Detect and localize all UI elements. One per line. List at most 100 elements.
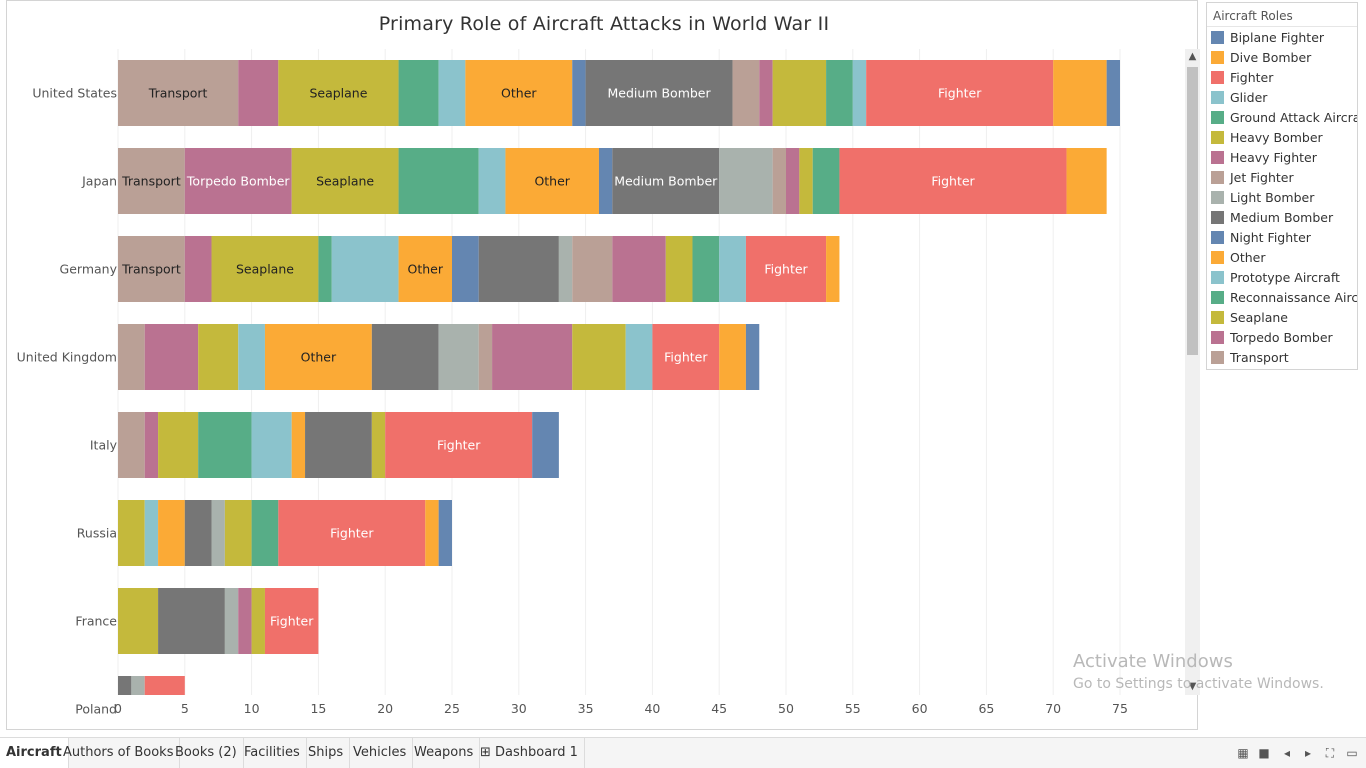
bar-segment[interactable] bbox=[532, 412, 559, 478]
bar-segment[interactable] bbox=[118, 588, 159, 654]
bar-segment[interactable] bbox=[492, 324, 573, 390]
legend-item[interactable]: Transport bbox=[1207, 347, 1357, 367]
bar-segment[interactable] bbox=[438, 324, 479, 390]
bar-segment[interactable] bbox=[291, 412, 306, 478]
bar-segment[interactable] bbox=[118, 60, 239, 126]
bar-segment[interactable] bbox=[118, 412, 145, 478]
bar-segment[interactable] bbox=[719, 236, 746, 302]
bar-segment[interactable] bbox=[612, 236, 666, 302]
bar-segment[interactable] bbox=[572, 324, 626, 390]
bar-segment[interactable] bbox=[852, 60, 867, 126]
bar-segment[interactable] bbox=[211, 500, 225, 566]
bar-segment[interactable] bbox=[505, 148, 599, 214]
bar-segment[interactable] bbox=[772, 148, 786, 214]
bar-segment[interactable] bbox=[251, 500, 279, 566]
bar-segment[interactable] bbox=[612, 148, 720, 214]
legend-item[interactable]: Fighter bbox=[1207, 67, 1357, 87]
legend-item[interactable]: Medium Bomber bbox=[1207, 207, 1357, 227]
legend-item[interactable]: Prototype Aircraft bbox=[1207, 267, 1357, 287]
bar-segment[interactable] bbox=[478, 236, 559, 302]
bar-segment[interactable] bbox=[398, 60, 439, 126]
bar-segment[interactable] bbox=[692, 236, 720, 302]
bar-segment[interactable] bbox=[786, 148, 800, 214]
legend-item[interactable]: Seaplane bbox=[1207, 307, 1357, 327]
tab-weapons[interactable]: Weapons bbox=[408, 738, 481, 768]
bar-segment[interactable] bbox=[438, 500, 452, 566]
bar-segment[interactable] bbox=[131, 676, 145, 731]
legend-item[interactable]: Biplane Fighter bbox=[1207, 27, 1357, 47]
tab-authors-of-books[interactable]: Authors of Books bbox=[57, 738, 181, 768]
bar-segment[interactable] bbox=[719, 324, 746, 390]
bar-segment[interactable] bbox=[465, 60, 573, 126]
tab-dashboard-1[interactable]: ⊞ Dashboard 1 bbox=[474, 738, 585, 768]
bar-segment[interactable] bbox=[772, 60, 827, 126]
bar-segment[interactable] bbox=[118, 676, 132, 731]
bar-segment[interactable] bbox=[452, 236, 479, 302]
legend-item[interactable]: Jet Fighter bbox=[1207, 167, 1357, 187]
bar-segment[interactable] bbox=[759, 60, 773, 126]
bar-segment[interactable] bbox=[144, 500, 159, 566]
bar-segment[interactable] bbox=[224, 500, 252, 566]
bar-segment[interactable] bbox=[1106, 60, 1120, 126]
bar-segment[interactable] bbox=[839, 148, 1067, 214]
bar-segment[interactable] bbox=[866, 60, 1054, 126]
bar-segment[interactable] bbox=[438, 60, 466, 126]
bar-segment[interactable] bbox=[118, 324, 145, 390]
bar-segment[interactable] bbox=[251, 588, 265, 654]
tab-ships[interactable]: Ships bbox=[302, 738, 351, 768]
bar-segment[interactable] bbox=[198, 412, 252, 478]
bar-segment[interactable] bbox=[144, 412, 159, 478]
legend-item[interactable]: Other bbox=[1207, 247, 1357, 267]
bar-segment[interactable] bbox=[118, 236, 185, 302]
bar-segment[interactable] bbox=[371, 412, 386, 478]
bar-segment[interactable] bbox=[238, 60, 279, 126]
legend-item[interactable]: Heavy Bomber bbox=[1207, 127, 1357, 147]
bar-segment[interactable] bbox=[198, 324, 239, 390]
grid-view-icon[interactable]: ▦ bbox=[1237, 746, 1249, 760]
bar-segment[interactable] bbox=[1053, 60, 1107, 126]
bar-segment[interactable] bbox=[826, 60, 853, 126]
bar-segment[interactable] bbox=[118, 500, 145, 566]
bar-segment[interactable] bbox=[478, 148, 506, 214]
bar-segment[interactable] bbox=[1066, 148, 1107, 214]
bar-segment[interactable] bbox=[745, 324, 760, 390]
legend-item[interactable]: Reconnaissance Airc.. bbox=[1207, 287, 1357, 307]
bar-segment[interactable] bbox=[745, 236, 827, 302]
bar-segment[interactable] bbox=[572, 236, 613, 302]
legend-item[interactable]: Ground Attack Aircra.. bbox=[1207, 107, 1357, 127]
bar-segment[interactable] bbox=[478, 324, 493, 390]
legend-item[interactable]: Heavy Fighter bbox=[1207, 147, 1357, 167]
bar-segment[interactable] bbox=[585, 60, 733, 126]
bar-segment[interactable] bbox=[598, 148, 613, 214]
legend-item[interactable]: Night Fighter bbox=[1207, 227, 1357, 247]
tab-books-2[interactable]: Books (2) bbox=[169, 738, 244, 768]
legend-item[interactable]: Glider bbox=[1207, 87, 1357, 107]
tab-vehicles[interactable]: Vehicles bbox=[347, 738, 414, 768]
vertical-scrollbar[interactable]: ▲ ▼ bbox=[1185, 49, 1200, 695]
bar-segment[interactable] bbox=[224, 588, 239, 654]
bar-segment[interactable] bbox=[318, 236, 332, 302]
bar-segment[interactable] bbox=[385, 412, 533, 478]
bar-segment[interactable] bbox=[251, 412, 292, 478]
bar-segment[interactable] bbox=[425, 500, 439, 566]
scroll-down-arrow-icon[interactable]: ▼ bbox=[1188, 681, 1197, 692]
bar-segment[interactable] bbox=[264, 588, 319, 654]
bar-segment[interactable] bbox=[184, 500, 212, 566]
bar-segment[interactable] bbox=[305, 412, 372, 478]
bar-segment[interactable] bbox=[278, 60, 399, 126]
legend-item[interactable]: Torpedo Bomber bbox=[1207, 327, 1357, 347]
sheet-view-icon[interactable]: ■ bbox=[1258, 746, 1270, 760]
presentation-icon[interactable]: ▭ bbox=[1346, 746, 1358, 760]
prev-sheet-icon[interactable]: ◂ bbox=[1283, 746, 1291, 760]
bar-segment[interactable] bbox=[238, 324, 265, 390]
bar-segment[interactable] bbox=[652, 324, 720, 390]
bar-segment[interactable] bbox=[719, 148, 773, 214]
tab-aircraft[interactable]: Aircraft bbox=[0, 738, 69, 768]
bar-segment[interactable] bbox=[278, 500, 426, 566]
bar-segment[interactable] bbox=[144, 676, 185, 731]
bar-segment[interactable] bbox=[184, 236, 212, 302]
bar-segment[interactable] bbox=[812, 148, 840, 214]
scroll-thumb[interactable] bbox=[1187, 67, 1198, 355]
bar-segment[interactable] bbox=[398, 148, 479, 214]
bar-segment[interactable] bbox=[158, 412, 199, 478]
